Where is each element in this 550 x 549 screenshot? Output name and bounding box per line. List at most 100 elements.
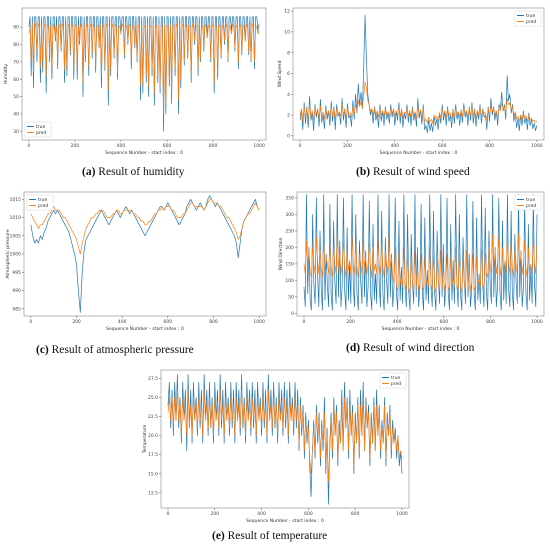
x-tick-label: 600 [304, 511, 313, 517]
x-tick-label: 0 [29, 319, 32, 325]
y-tick-label: 0 [287, 133, 290, 139]
y-axis-label: Wind Speed [277, 60, 283, 87]
y-tick-label: 12 [284, 9, 290, 15]
chart-panel-humidity: 0 200 400 600 800 1000 30 40 50 60 70 80 90 Sequence … [0, 2, 272, 160]
legend-box [514, 10, 542, 27]
y-axis-label: Humidity [3, 63, 9, 84]
humidity-chart: 0 200 400 600 800 1000 30 40 50 60 70 80 90 Sequence … [3, 7, 267, 156]
y-tick-label: 8 [287, 50, 290, 56]
y-tick-label: 1005 [10, 233, 22, 239]
x-tick-label: 800 [485, 143, 494, 149]
legend-box [26, 194, 54, 211]
legend-label-pred: pred [526, 19, 536, 25]
series-line-pred [28, 21, 260, 115]
plot-frame [292, 7, 545, 141]
x-axis-label: Sequence Number - start index : 0 [382, 326, 460, 332]
x-tick-label: 600 [438, 143, 447, 149]
x-axis-label: Sequence Number - start index : 0 [106, 326, 184, 332]
temperature-chart: 0 200 400 600 800 1000 12.5 15.0 17.5 20.0 22.5 25.… [142, 369, 410, 524]
x-tick-label: 0 [167, 511, 170, 517]
y-axis-label: Temperature [142, 425, 148, 455]
legend-box [24, 121, 52, 138]
y-axis-label: Wind Direction [278, 237, 284, 270]
y-tick-label: 990 [12, 288, 21, 294]
legend-box [514, 194, 542, 211]
plot-frame [21, 7, 267, 141]
x-tick-label: 400 [257, 511, 266, 517]
y-tick-label: 90 [13, 25, 19, 31]
caption-pressure: (c) Result of atmospheric pressure [36, 344, 194, 356]
y-tick-label: 70 [13, 59, 19, 65]
y-tick-label: 25.0 [148, 395, 158, 401]
wind-speed-chart: 0 200 400 600 800 1000 0 2 4 6 8 10 12 Sequence Numbe… [277, 7, 545, 156]
caption-temperature: (e) Result of temperature [212, 530, 328, 542]
x-tick-label: 200 [343, 143, 352, 149]
y-tick-label: 2 [287, 113, 290, 119]
series-line-true [303, 194, 538, 311]
series-line-true [30, 195, 260, 313]
plot-frame [23, 191, 267, 317]
x-tick-label: 1000 [531, 319, 543, 325]
y-tick-label: 40 [13, 112, 19, 118]
x-tick-label: 400 [118, 319, 127, 325]
y-tick-label: 200 [285, 245, 294, 251]
chart-panel-pressure: 0 200 400 600 800 1000 985 990 995 1000 1005 1010 10… [0, 186, 272, 336]
series-line-pred [303, 233, 538, 294]
y-tick-label: 30 [13, 129, 19, 135]
y-axis-label: Atmospheric pressure [5, 229, 11, 278]
x-tick-label: 0 [27, 143, 30, 149]
y-tick-label: 20.0 [148, 433, 158, 439]
y-tick-label: 350 [285, 196, 294, 202]
legend-label-pred: pred [391, 381, 401, 387]
y-tick-label: 10 [284, 30, 290, 36]
y-tick-label: 1010 [10, 215, 22, 221]
y-tick-label: 0 [291, 311, 294, 317]
series-line-true [299, 14, 538, 134]
x-tick-label: 200 [71, 143, 80, 149]
wind-direction-chart: 0 200 400 600 800 1000 0 50 100 150 200 250 300 350 Se… [278, 191, 545, 332]
x-tick-label: 400 [391, 143, 400, 149]
chart-panel-wind-direction: 0 200 400 600 800 1000 0 50 100 150 200 250 300 350 Se… [277, 186, 550, 336]
y-tick-label: 1000 [10, 252, 22, 258]
y-tick-label: 50 [13, 94, 19, 100]
x-tick-label: 1000 [396, 511, 408, 517]
y-tick-label: 22.5 [148, 414, 158, 420]
y-tick-label: 985 [12, 306, 21, 312]
y-tick-label: 4 [287, 92, 290, 98]
x-tick-label: 0 [299, 143, 302, 149]
x-axis-label: Sequence Number - start index : 0 [246, 518, 324, 524]
y-tick-label: 6 [287, 71, 290, 77]
x-tick-label: 1000 [253, 143, 265, 149]
x-tick-label: 200 [346, 319, 355, 325]
legend-box [379, 372, 407, 389]
y-tick-label: 1015 [10, 197, 22, 203]
series-line-true [167, 374, 403, 505]
x-tick-label: 400 [117, 143, 126, 149]
series-line-pred [30, 198, 260, 255]
caption-wind-speed: (b) Result of wind speed [356, 166, 470, 178]
chart-panel-temperature: 0 200 400 600 800 1000 12.5 15.0 17.5 20.0 22.5 25.… [135, 364, 415, 528]
x-tick-label: 800 [486, 319, 495, 325]
y-tick-label: 80 [13, 42, 19, 48]
legend-label-pred: pred [38, 203, 48, 209]
legend-label-pred: pred [36, 130, 46, 136]
legend-label-pred: pred [526, 203, 536, 209]
x-tick-label: 200 [72, 319, 81, 325]
chart-panel-wind-speed: 0 200 400 600 800 1000 0 2 4 6 8 10 12 Sequence Numbe… [277, 2, 550, 160]
y-tick-label: 250 [285, 229, 294, 235]
x-tick-label: 1000 [531, 143, 543, 149]
y-tick-label: 100 [285, 278, 294, 284]
x-tick-label: 400 [393, 319, 402, 325]
x-tick-label: 600 [164, 319, 173, 325]
y-tick-label: 995 [12, 270, 21, 276]
y-tick-label: 300 [285, 212, 294, 218]
x-tick-label: 0 [303, 319, 306, 325]
legend-label-true: true [526, 197, 535, 203]
y-tick-label: 12.5 [148, 490, 158, 496]
caption-humidity: (a) Result of humidity [82, 166, 185, 178]
legend-label-true: true [391, 375, 400, 381]
